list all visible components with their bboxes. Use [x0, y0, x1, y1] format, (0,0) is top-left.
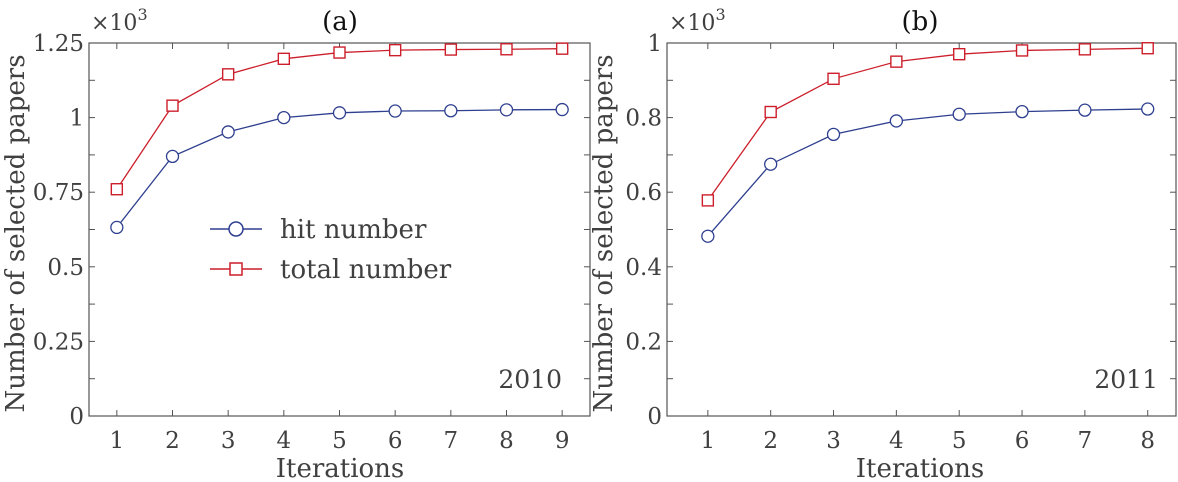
circle-marker — [764, 157, 778, 171]
y-tick-label: 0 — [69, 404, 84, 430]
square-marker — [333, 46, 346, 59]
circle-marker — [165, 149, 180, 164]
circle-marker — [388, 104, 402, 118]
circle-marker — [444, 104, 458, 118]
square-marker — [953, 47, 966, 61]
y-tick-label: 1 — [69, 106, 84, 132]
series-line-hit-number — [707, 108, 1148, 237]
circle-marker — [499, 103, 514, 117]
x-tick-label: 6 — [388, 428, 403, 454]
square-marker — [827, 72, 840, 86]
year-annotation: 2011 — [1094, 365, 1158, 394]
circle-marker — [1015, 104, 1029, 119]
square-marker — [1078, 43, 1092, 56]
legend-label: hit number — [280, 215, 427, 245]
x-tick-label: 5 — [952, 428, 967, 454]
y-tick-label: 1 — [647, 31, 662, 57]
square-marker — [701, 194, 715, 207]
circle-marker — [889, 114, 904, 128]
x-tick-label: 7 — [1078, 428, 1093, 454]
square-marker — [764, 105, 777, 119]
x-axis-label: Iterations — [276, 454, 405, 482]
year-annotation: 2010 — [498, 365, 562, 394]
circle-marker — [701, 229, 715, 243]
y-tick-label: 0 — [647, 404, 662, 430]
y-tick-label: 0.8 — [625, 106, 662, 132]
circle-marker — [826, 127, 841, 142]
x-tick-label: 6 — [1015, 428, 1030, 454]
legend-square-icon — [229, 262, 243, 276]
square-marker — [110, 183, 124, 196]
x-tick-label: 1 — [701, 428, 716, 454]
circle-marker — [1078, 103, 1092, 117]
square-marker — [221, 68, 235, 81]
square-marker — [1015, 44, 1029, 57]
panel-title: (b) — [902, 7, 939, 37]
x-tick-label: 1 — [110, 428, 125, 454]
square-marker — [166, 99, 179, 112]
square-marker — [890, 55, 903, 68]
y-tick-label: 0.25 — [33, 329, 84, 355]
square-marker — [555, 42, 569, 55]
x-tick-label: 8 — [1140, 428, 1155, 454]
legend-circle-icon — [228, 221, 244, 237]
legend-label: total number — [280, 255, 452, 285]
circle-marker — [555, 102, 569, 117]
y-multiplier: ×103 — [669, 5, 726, 36]
y-tick-label: 0.6 — [625, 180, 662, 206]
circle-marker — [1141, 102, 1155, 116]
axes-box — [666, 42, 1177, 417]
series-line-hit-number — [116, 108, 563, 228]
square-marker — [500, 43, 513, 56]
x-tick-label: 5 — [332, 428, 347, 454]
y-tick-label: 1.25 — [33, 31, 84, 57]
x-tick-label: 9 — [555, 428, 570, 454]
x-tick-label: 4 — [277, 428, 292, 454]
square-marker — [388, 43, 402, 57]
y-tick-label: 0.4 — [625, 255, 662, 281]
y-axis-label: Number of selected papers — [1, 54, 31, 412]
circle-marker — [332, 106, 347, 120]
x-tick-label: 8 — [499, 428, 514, 454]
y-tick-label: 0.5 — [47, 255, 84, 281]
x-tick-label: 7 — [444, 428, 459, 454]
x-tick-label: 4 — [889, 428, 904, 454]
circle-marker — [221, 125, 235, 139]
legend: hit number total number — [210, 215, 452, 285]
circle-marker — [952, 107, 966, 121]
x-tick-label: 3 — [221, 428, 236, 454]
y-axis-label: Number of selected papers — [589, 54, 619, 412]
x-tick-label: 3 — [826, 428, 841, 454]
panel-b: 0 0.2 0.4 0.6 0.8 1 1 2 3 4 5 6 7 8 (b) ×103 Iterations N… — [589, 5, 1177, 482]
square-marker — [1141, 42, 1154, 55]
square-marker — [444, 43, 458, 56]
circle-marker — [110, 220, 124, 235]
circle-marker — [277, 110, 291, 125]
panel-title: (a) — [322, 7, 358, 37]
square-marker — [277, 52, 291, 66]
y-multiplier: ×103 — [91, 5, 148, 36]
x-tick-label: 2 — [763, 428, 778, 454]
y-tick-label: 0.2 — [625, 329, 662, 355]
panel-a: 0 0.25 0.5 0.75 1 1.25 1 2 3 4 5 6 7 8 9 (a) ×103 Iterati… — [1, 5, 591, 482]
x-axis-label: Iterations — [856, 454, 985, 482]
x-tick-label: 2 — [165, 428, 180, 454]
y-tick-label: 0.75 — [33, 180, 84, 206]
series-line-total-number — [707, 47, 1148, 201]
